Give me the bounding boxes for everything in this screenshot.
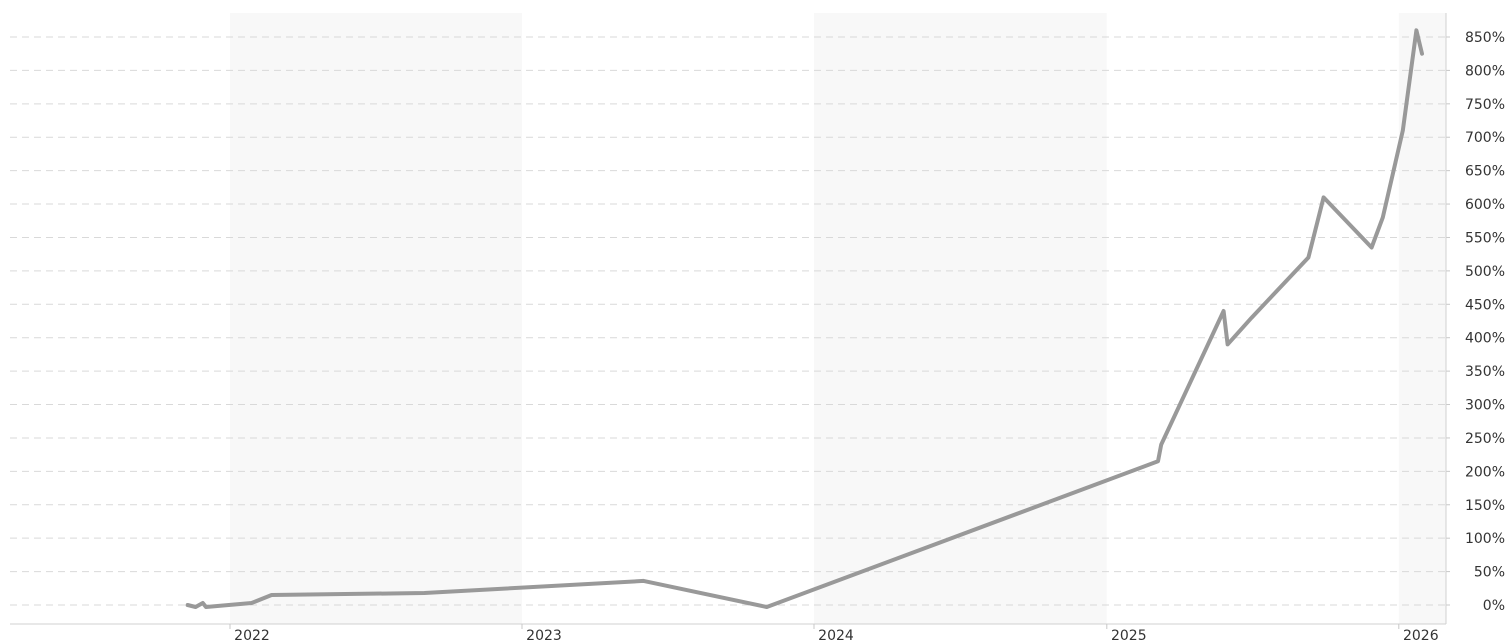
- y-tick-label: 150%: [1465, 498, 1505, 514]
- data-point: [1306, 256, 1310, 260]
- data-point: [1414, 28, 1418, 32]
- year-bands: [230, 13, 1446, 624]
- data-point: [250, 601, 254, 605]
- y-tick-label: 450%: [1465, 297, 1505, 313]
- data-point: [1401, 129, 1405, 133]
- data-point: [1420, 52, 1424, 56]
- x-tick-labels: 2022 2023 2024 2025 2026: [229, 624, 1439, 642]
- data-point: [201, 601, 205, 605]
- y-tick-label: 350%: [1465, 364, 1505, 380]
- data-point: [765, 605, 769, 609]
- data-point: [1381, 215, 1385, 219]
- y-tick-label: 750%: [1465, 97, 1505, 113]
- data-point: [186, 603, 190, 607]
- data-point: [1222, 309, 1226, 313]
- y-tick-label: 200%: [1465, 464, 1505, 480]
- y-tick-label: 800%: [1465, 63, 1505, 79]
- y-tick-label: 700%: [1465, 130, 1505, 146]
- series-layer: [185, 28, 1424, 609]
- y-tick-label: 50%: [1474, 565, 1505, 581]
- x-tick-label: 2023: [526, 628, 562, 642]
- y-tick-label: 0%: [1483, 598, 1505, 614]
- data-point: [1159, 443, 1163, 447]
- y-tick-label: 250%: [1465, 431, 1505, 447]
- y-tick-label: 650%: [1465, 164, 1505, 180]
- gridlines: [10, 36, 1450, 606]
- y-tick-label: 850%: [1465, 30, 1505, 46]
- y-tick-label: 600%: [1465, 197, 1505, 213]
- data-point: [204, 605, 208, 609]
- data-point: [1156, 459, 1160, 463]
- y-tick-label: 300%: [1465, 398, 1505, 414]
- year-band-2022: [230, 13, 522, 624]
- x-tick-label: 2026: [1403, 628, 1439, 642]
- year-band-2024: [814, 13, 1107, 624]
- axes: [10, 13, 1447, 625]
- data-point: [1370, 245, 1374, 249]
- x-tick-label: 2024: [818, 628, 854, 642]
- x-tick-label: 2025: [1111, 628, 1147, 642]
- x-tick-label: 2022: [234, 628, 270, 642]
- y-tick-label: 500%: [1465, 264, 1505, 280]
- y-tick-label: 400%: [1465, 331, 1505, 347]
- y-tick-label: 100%: [1465, 531, 1505, 547]
- data-point: [194, 605, 198, 609]
- data-point: [1322, 195, 1326, 199]
- data-point: [1226, 342, 1230, 346]
- data-point: [422, 591, 426, 595]
- y-tick-labels: 0% 50% 100% 150% 200% 250% 300% 350% 400% 450% 500…: [1465, 30, 1505, 614]
- data-point: [642, 579, 646, 583]
- y-tick-label: 550%: [1465, 230, 1505, 246]
- data-point: [270, 593, 274, 597]
- data-point: [1250, 316, 1254, 320]
